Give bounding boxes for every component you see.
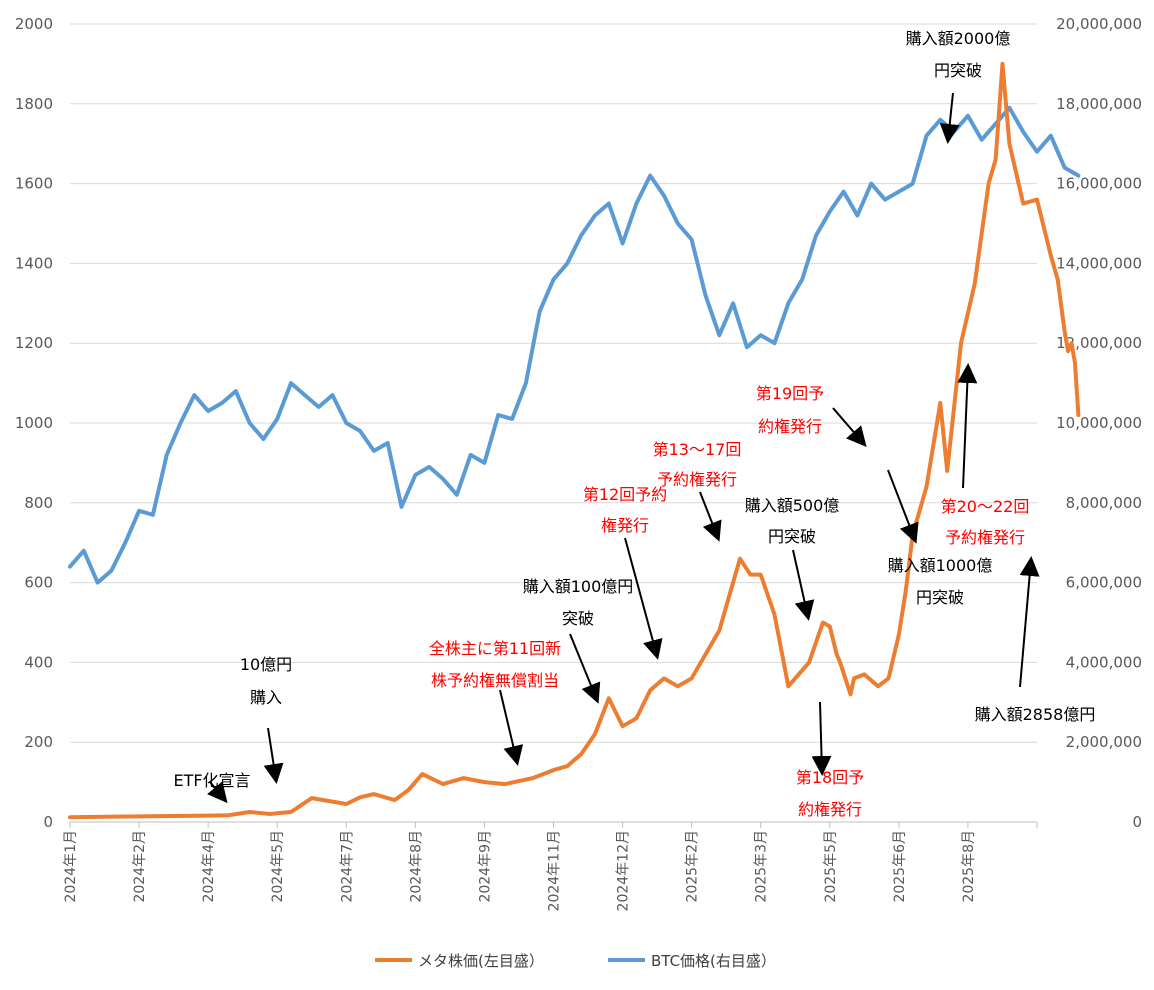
right-tick-label: 20,000,000 bbox=[1056, 15, 1142, 33]
annotation-arrow bbox=[792, 549, 815, 621]
annotation-label: 第19回予 bbox=[756, 384, 824, 403]
left-tick-label: 1400 bbox=[15, 254, 53, 272]
left-tick-label: 2000 bbox=[15, 15, 53, 33]
x-tick-label: 2024年11月 bbox=[547, 830, 563, 911]
annotation-label: ETF化宣言 bbox=[173, 771, 250, 790]
annotation-label: 予約権発行 bbox=[657, 470, 737, 489]
annotation-label: 購入額100億円 bbox=[523, 577, 634, 596]
left-tick-label: 1000 bbox=[15, 414, 53, 432]
annotation-label: 購入額2000億 bbox=[906, 29, 1011, 48]
legend-label-meta: メタ株価(左目盛） bbox=[418, 952, 544, 970]
annotation-label: 突破 bbox=[562, 609, 594, 628]
annotation-label: 購入額500億 bbox=[745, 496, 840, 515]
series-layer bbox=[68, 61, 1081, 820]
annotation-arrow bbox=[957, 363, 978, 489]
annotation-arrow bbox=[1019, 556, 1040, 688]
right-axis: 0 2,000,000 4,000,000 6,000,000 8,000,000 10,… bbox=[1056, 15, 1142, 831]
right-tick-label: 18,000,000 bbox=[1056, 95, 1142, 113]
left-tick-label: 600 bbox=[24, 574, 53, 592]
annotation-arrow bbox=[263, 727, 284, 784]
legend-label-btc: BTC価格(右目盛） bbox=[651, 952, 776, 970]
annotation-label: 第13～17回 bbox=[653, 440, 742, 459]
x-tick-label: 2024年7月 bbox=[339, 830, 355, 903]
annotation-arrow bbox=[811, 701, 832, 776]
legend: メタ株価(左目盛） BTC価格(右目盛） bbox=[375, 952, 776, 970]
x-tick-label: 2024年5月 bbox=[270, 830, 286, 903]
x-tick-label: 2025年2月 bbox=[685, 830, 701, 903]
right-tick-label: 4,000,000 bbox=[1066, 653, 1142, 671]
annotation-label: 円突破 bbox=[934, 61, 982, 80]
annotation-label: 約権発行 bbox=[798, 800, 862, 819]
series-line-meta bbox=[68, 61, 1081, 820]
right-tick-label: 2,000,000 bbox=[1066, 733, 1142, 751]
series-line-btc bbox=[68, 105, 1081, 585]
annotation-arrow bbox=[939, 92, 960, 144]
annotation-arrow bbox=[624, 537, 663, 660]
annotation-label: 第20～22回 bbox=[941, 497, 1030, 516]
annotation-label: 10億円 bbox=[240, 655, 292, 674]
annotation-label: 約権発行 bbox=[758, 417, 822, 436]
left-tick-label: 200 bbox=[24, 733, 53, 751]
x-tick-label: 2025年8月 bbox=[961, 830, 977, 903]
right-tick-label: 16,000,000 bbox=[1056, 175, 1142, 193]
left-tick-label: 1600 bbox=[15, 175, 53, 193]
x-tick-label: 2024年2月 bbox=[132, 830, 148, 903]
x-tick-label: 2024年8月 bbox=[408, 830, 424, 903]
right-tick-label: 14,000,000 bbox=[1056, 254, 1142, 272]
left-tick-label: 0 bbox=[43, 813, 53, 831]
gridlines bbox=[70, 23, 1037, 823]
left-tick-label: 400 bbox=[24, 653, 53, 671]
x-tick-label: 2025年3月 bbox=[754, 830, 770, 903]
left-tick-label: 1200 bbox=[15, 334, 53, 352]
annotation-arrow bbox=[887, 469, 919, 544]
right-tick-label: 10,000,000 bbox=[1056, 414, 1142, 432]
right-tick-label: 8,000,000 bbox=[1066, 494, 1142, 512]
annotation-label: 予約権発行 bbox=[945, 528, 1025, 547]
left-tick-label: 1800 bbox=[15, 95, 53, 113]
x-tick-label: 2024年4月 bbox=[201, 830, 217, 903]
right-tick-label: 6,000,000 bbox=[1066, 574, 1142, 592]
annotation-label: 購入 bbox=[250, 688, 282, 707]
x-tick-label: 2024年12月 bbox=[616, 830, 632, 911]
annotation-arrow bbox=[569, 633, 601, 704]
left-axis: 0 200 400 600 800 1000 1200 1400 1600 1800 2000 bbox=[15, 15, 53, 831]
annotation-label: 購入額1000億 bbox=[888, 556, 993, 575]
annotation-label: 株予約権無償割当 bbox=[431, 671, 559, 690]
annotation-label: 円突破 bbox=[768, 527, 816, 546]
annotation-arrow bbox=[207, 781, 228, 804]
annotation-label: 第12回予約 bbox=[583, 485, 667, 504]
annotations: ETF化宣言10億円購入全株主に第11回新株予約権無償割当購入額100億円突破第… bbox=[173, 29, 1095, 819]
x-axis: 2024年1月 2024年2月 2024年4月 2024年5月 2024年7月 2024年… bbox=[63, 822, 1038, 911]
right-tick-label: 12,000,000 bbox=[1056, 334, 1142, 352]
left-tick-label: 800 bbox=[24, 494, 53, 512]
annotation-arrow bbox=[499, 689, 524, 766]
annotation-arrow bbox=[699, 491, 722, 542]
annotation-label: 購入額2858億円 bbox=[975, 705, 1096, 724]
annotation-label: 円突破 bbox=[916, 588, 964, 607]
annotation-label: 全株主に第11回新 bbox=[429, 639, 561, 658]
x-tick-label: 2024年9月 bbox=[477, 830, 493, 903]
x-tick-label: 2025年6月 bbox=[892, 830, 908, 903]
x-tick-label: 2024年1月 bbox=[63, 830, 79, 903]
annotation-label: 権発行 bbox=[601, 516, 649, 535]
annotation-label: 第18回予 bbox=[796, 768, 864, 787]
right-tick-label: 0 bbox=[1132, 813, 1142, 831]
x-tick-label: 2025年5月 bbox=[823, 830, 839, 903]
annotation-arrow bbox=[832, 407, 867, 448]
